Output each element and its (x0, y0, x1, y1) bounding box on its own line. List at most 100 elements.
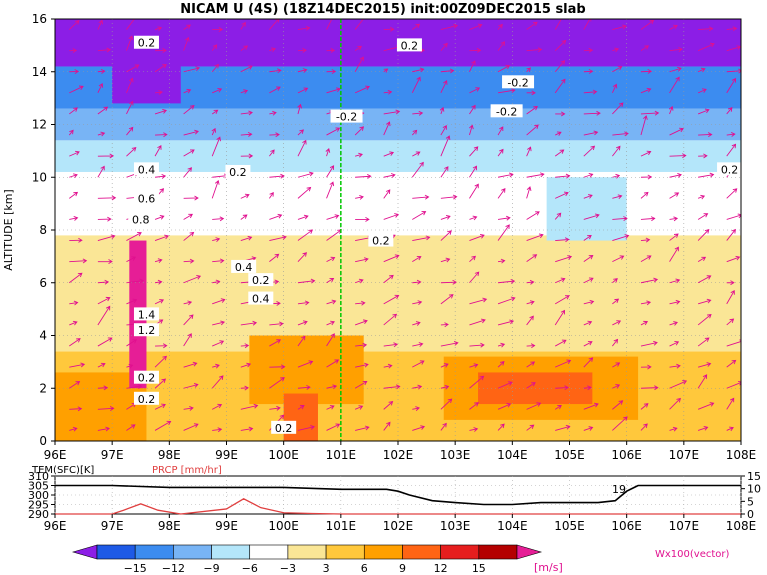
wind-vector (640, 403, 649, 410)
wind-vector (640, 320, 649, 326)
wind-vector (69, 300, 79, 306)
wind-vector (583, 213, 600, 220)
wind-vector (326, 69, 337, 75)
wind-vector (669, 380, 688, 389)
wind-vector (612, 216, 628, 221)
wind-vector (412, 321, 421, 326)
wind-vector (669, 363, 681, 369)
colorbar-swatch (440, 544, 480, 560)
wind-vector (154, 279, 163, 285)
left-tick-label: 305 (28, 480, 49, 493)
wind-vector (183, 382, 199, 389)
wind-vector (469, 23, 483, 30)
wind-vector (583, 47, 594, 53)
wind-vector (297, 335, 306, 347)
wind-vector (355, 174, 372, 179)
wind-vector (97, 82, 104, 94)
contour-label: 0.2 (271, 420, 297, 435)
wind-vector (669, 76, 680, 94)
wind-vector (354, 56, 364, 72)
wind-vector (640, 385, 659, 391)
wind-vector (154, 144, 162, 157)
wind-vector (526, 300, 535, 305)
wind-vector (297, 139, 307, 157)
wind-vector (526, 402, 542, 410)
wind-vector (240, 153, 254, 159)
wind-vector (698, 153, 708, 159)
wind-vector (297, 425, 315, 431)
y-tick-label: 2 (39, 381, 47, 395)
wind-vector (669, 321, 678, 326)
right-tick-label: 10 (747, 483, 761, 496)
wind-vector (440, 384, 450, 390)
wind-vector (69, 272, 83, 284)
wind-vector (269, 405, 281, 411)
wind-vector (726, 255, 741, 263)
wind-vector (326, 181, 335, 199)
wind-vector (183, 231, 195, 241)
contour-label: 0.2 (133, 391, 159, 406)
wind-vector (355, 342, 368, 348)
wind-vector (583, 277, 594, 284)
wind-vector (97, 19, 103, 30)
wind-vector (669, 127, 684, 136)
wind-vector (154, 173, 167, 179)
wind-vector (554, 404, 562, 410)
wind-vector (183, 105, 195, 115)
wind-vector (640, 237, 651, 243)
wind-vector (669, 192, 680, 199)
wind-vector (726, 381, 741, 389)
wind-vector (640, 19, 655, 30)
contour-label: 0.4 (231, 259, 257, 274)
wind-vector (612, 278, 618, 284)
wind-vector (583, 357, 594, 368)
wind-vector (497, 64, 511, 73)
wind-vector (69, 258, 88, 264)
wind-vector (97, 296, 111, 305)
wind-vector (383, 274, 394, 284)
wind-vector (669, 216, 679, 222)
wind-vector (497, 423, 505, 431)
wind-vector (383, 89, 393, 95)
colorbar-tick-label: 12 (434, 562, 448, 575)
wind-vector (383, 189, 391, 199)
wind-vector (212, 237, 221, 242)
wind-vector (126, 64, 140, 73)
wind-vector (554, 78, 566, 94)
wind-vector (411, 76, 421, 94)
wind-vector (297, 214, 309, 220)
wind-vector (612, 362, 621, 368)
main-panel: 0.20.40.60.81.41.20.20.20.20.40.20.40.2-… (2, 12, 756, 462)
colorbar-tick-label: 15 (472, 562, 486, 575)
shading-patch-1 (249, 335, 364, 405)
wind-vector (526, 172, 545, 178)
wind-vector (412, 235, 431, 241)
wind-vector (497, 258, 506, 264)
wind-vector (583, 426, 594, 431)
wind-vector (269, 132, 280, 138)
x-axis-ticks: 96E 97E 98E 99E 100E 101E 102E 103E 104E 105E 106E… (44, 441, 756, 462)
wind-vector (69, 362, 86, 368)
wind-vector (698, 26, 714, 32)
wind-vector (240, 214, 248, 220)
wind-vector (497, 224, 510, 241)
wind-vector (383, 384, 401, 390)
contour-label: 0.2 (368, 233, 394, 248)
svg-text:0.2: 0.2 (401, 39, 419, 52)
wind-vector (554, 212, 562, 220)
colorbar-swatch (402, 544, 441, 560)
wind-vector (326, 277, 335, 284)
wind-vector (326, 48, 336, 53)
wind-vector (497, 148, 504, 157)
surface-x-tick-label: 96E (44, 519, 67, 533)
wind-vector (212, 363, 220, 369)
surface-x-tick-label: 106E (611, 519, 642, 533)
wind-vector (155, 343, 168, 349)
surface-x-tick-label: 98E (158, 519, 181, 533)
wind-vector (526, 279, 535, 285)
wind-vector (640, 255, 652, 263)
wind-vector (497, 41, 506, 51)
wind-vector (383, 313, 398, 326)
wind-vector (211, 127, 217, 136)
